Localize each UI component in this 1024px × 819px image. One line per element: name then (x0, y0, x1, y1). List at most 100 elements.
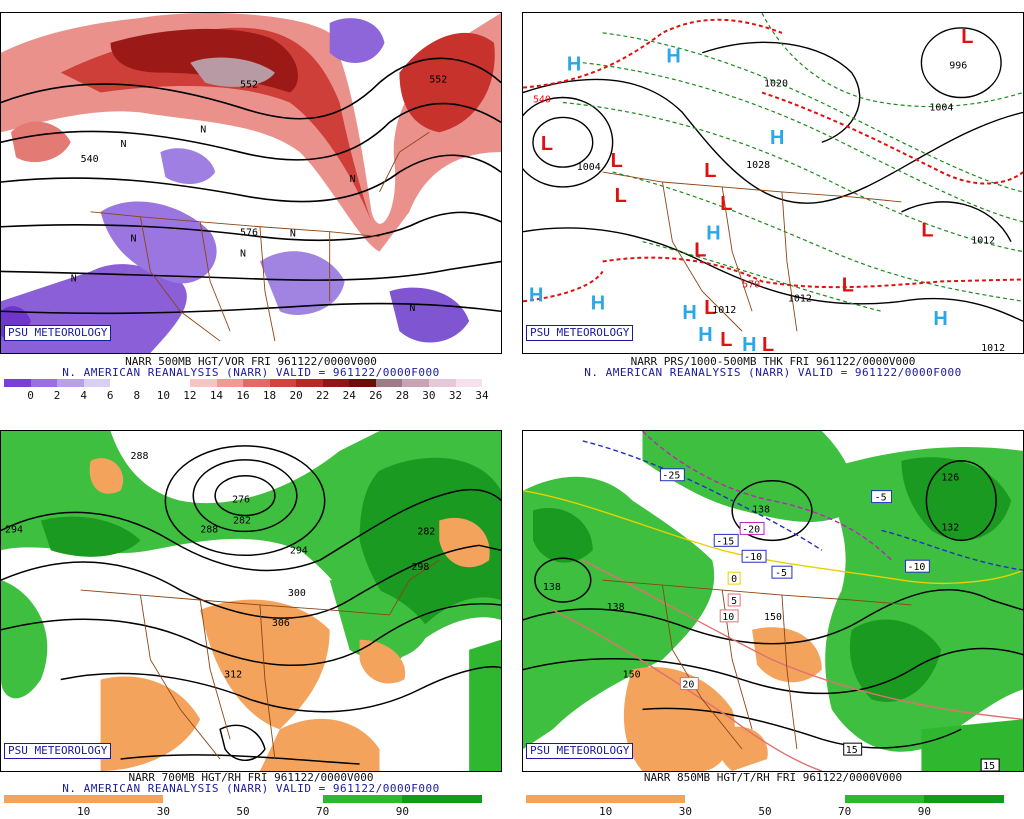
svg-text:294: 294 (5, 524, 23, 535)
brand-badge: PSU METEOROLOGY (4, 743, 112, 759)
colorbar-tick-label: 10 (156, 389, 170, 402)
svg-text:306: 306 (272, 618, 290, 629)
panel-subtitle: N. AMERICAN REANALYSIS (NARR) VALID = 96… (62, 366, 440, 379)
svg-text:5: 5 (731, 596, 737, 607)
colorbar-swatch (30, 379, 58, 387)
colorbar-swatch (605, 795, 686, 803)
panel-700mb-rh: 288 276 282 288 294 300 306 312 298 282 294 PSU… (0, 418, 502, 818)
svg-text:-5: -5 (775, 568, 787, 579)
svg-text:-20: -20 (742, 524, 760, 535)
svg-text:1004: 1004 (929, 102, 953, 113)
colorbar-tick-label: 24 (342, 389, 356, 402)
colorbar-tick-label: 10 (77, 805, 91, 818)
colorbar-swatch (269, 379, 297, 387)
svg-text:-5: -5 (875, 493, 887, 504)
svg-text:540: 540 (533, 94, 551, 105)
colorbar-swatch (216, 379, 244, 387)
colorbar-tick-label: 32 (448, 389, 463, 402)
colorbar-tick-label: 90 (917, 805, 931, 818)
svg-text:L: L (541, 133, 553, 155)
svg-text:294: 294 (290, 545, 308, 556)
colorbar-swatch (402, 379, 429, 387)
colorbar-swatch (375, 379, 403, 387)
svg-text:570: 570 (742, 279, 760, 290)
svg-text:H: H (529, 284, 543, 306)
svg-text:H: H (567, 54, 581, 76)
colorbar-tick-label: 30 (678, 805, 692, 818)
svg-text:H: H (682, 302, 696, 324)
panel-subtitle: N. AMERICAN REANALYSIS (NARR) VALID = 96… (62, 782, 440, 795)
svg-text:282: 282 (417, 526, 435, 537)
panel-title: NARR PRS/1000-500MB THK FRI 961122/0000V… (630, 355, 916, 368)
svg-text:540: 540 (81, 154, 99, 165)
svg-text:L: L (611, 150, 623, 172)
colorbar (526, 795, 1005, 803)
panel-title: NARR 700MB HGT/RH FRI 961122/0000V000 (128, 771, 374, 784)
colorbar-tick-label: 28 (395, 389, 409, 402)
vorticity-map: 552 576 540 552 N N N N N N N N (1, 13, 501, 353)
svg-text:-15: -15 (716, 536, 734, 547)
svg-text:138: 138 (543, 582, 561, 593)
colorbar-tick-label: 50 (758, 805, 772, 818)
colorbar (4, 795, 483, 803)
colorbar-tick-label: 34 (475, 389, 489, 402)
colorbar-tick-label: 70 (316, 805, 330, 818)
svg-text:H: H (770, 127, 784, 149)
colorbar-swatch (296, 379, 323, 387)
colorbar-tick-label: 16 (236, 389, 250, 402)
svg-text:-10: -10 (907, 562, 925, 573)
svg-text:L: L (961, 26, 973, 48)
colorbar-swatch (322, 379, 350, 387)
svg-text:996: 996 (949, 61, 967, 72)
svg-text:N: N (350, 174, 356, 185)
colorbar-swatch (844, 795, 925, 803)
svg-text:138: 138 (607, 602, 625, 613)
colorbar-swatch (243, 795, 323, 803)
svg-text:N: N (290, 229, 296, 240)
colorbar-tick-label: 2 (53, 389, 61, 402)
colorbar-swatch (57, 379, 84, 387)
svg-text:15: 15 (983, 761, 995, 771)
svg-text:1012: 1012 (981, 343, 1005, 353)
svg-text:132: 132 (941, 522, 959, 533)
panel-500mb-vorticity: 552 576 540 552 N N N N N N N N PSU METEOROLO… (0, 0, 502, 402)
svg-text:288: 288 (200, 524, 218, 535)
svg-text:H: H (698, 324, 712, 346)
svg-text:-25: -25 (662, 471, 680, 482)
svg-text:1028: 1028 (746, 160, 770, 171)
svg-text:1004: 1004 (577, 162, 601, 173)
colorbar-swatch (924, 795, 1005, 803)
svg-text:288: 288 (130, 451, 148, 462)
svg-text:H: H (933, 308, 947, 330)
panel-850mb-t-rh: 138 138 138 126 132 150 150 -25 -20 -15 -10 … (522, 418, 1024, 818)
colorbar-tick-label: 8 (133, 389, 141, 402)
svg-text:1012: 1012 (788, 293, 812, 304)
svg-text:N: N (71, 273, 77, 284)
colorbar-swatch (526, 795, 606, 803)
colorbar-tick-label: 30 (156, 805, 170, 818)
brand-badge: PSU METEOROLOGY (4, 325, 112, 341)
colorbar-swatch (349, 379, 376, 387)
svg-text:576: 576 (240, 228, 258, 239)
colorbar-tick-label: 10 (599, 805, 613, 818)
panel-title: NARR 500MB HGT/VOR FRI 961122/0000V000 (125, 355, 377, 368)
svg-text:126: 126 (941, 473, 959, 484)
colorbar-tick-label: 50 (236, 805, 250, 818)
colorbar-tick-label: 18 (262, 389, 277, 402)
svg-text:L: L (615, 185, 627, 207)
svg-text:L: L (720, 329, 732, 351)
colorbar-tick-label: 70 (838, 805, 852, 818)
svg-text:H: H (742, 334, 756, 353)
colorbar-tick-label: 90 (395, 805, 409, 818)
svg-text:N: N (121, 139, 127, 150)
svg-text:552: 552 (240, 80, 258, 91)
svg-text:300: 300 (288, 588, 306, 599)
svg-text:N: N (130, 234, 136, 245)
map-700mb: 288 276 282 288 294 300 306 312 298 282 294 (0, 430, 502, 772)
colorbar-tick-label: 4 (80, 389, 87, 402)
map-850mb: 138 138 138 126 132 150 150 -25 -20 -15 -10 … (522, 430, 1024, 772)
colorbar-swatch (402, 795, 483, 803)
svg-text:1020: 1020 (764, 79, 788, 90)
